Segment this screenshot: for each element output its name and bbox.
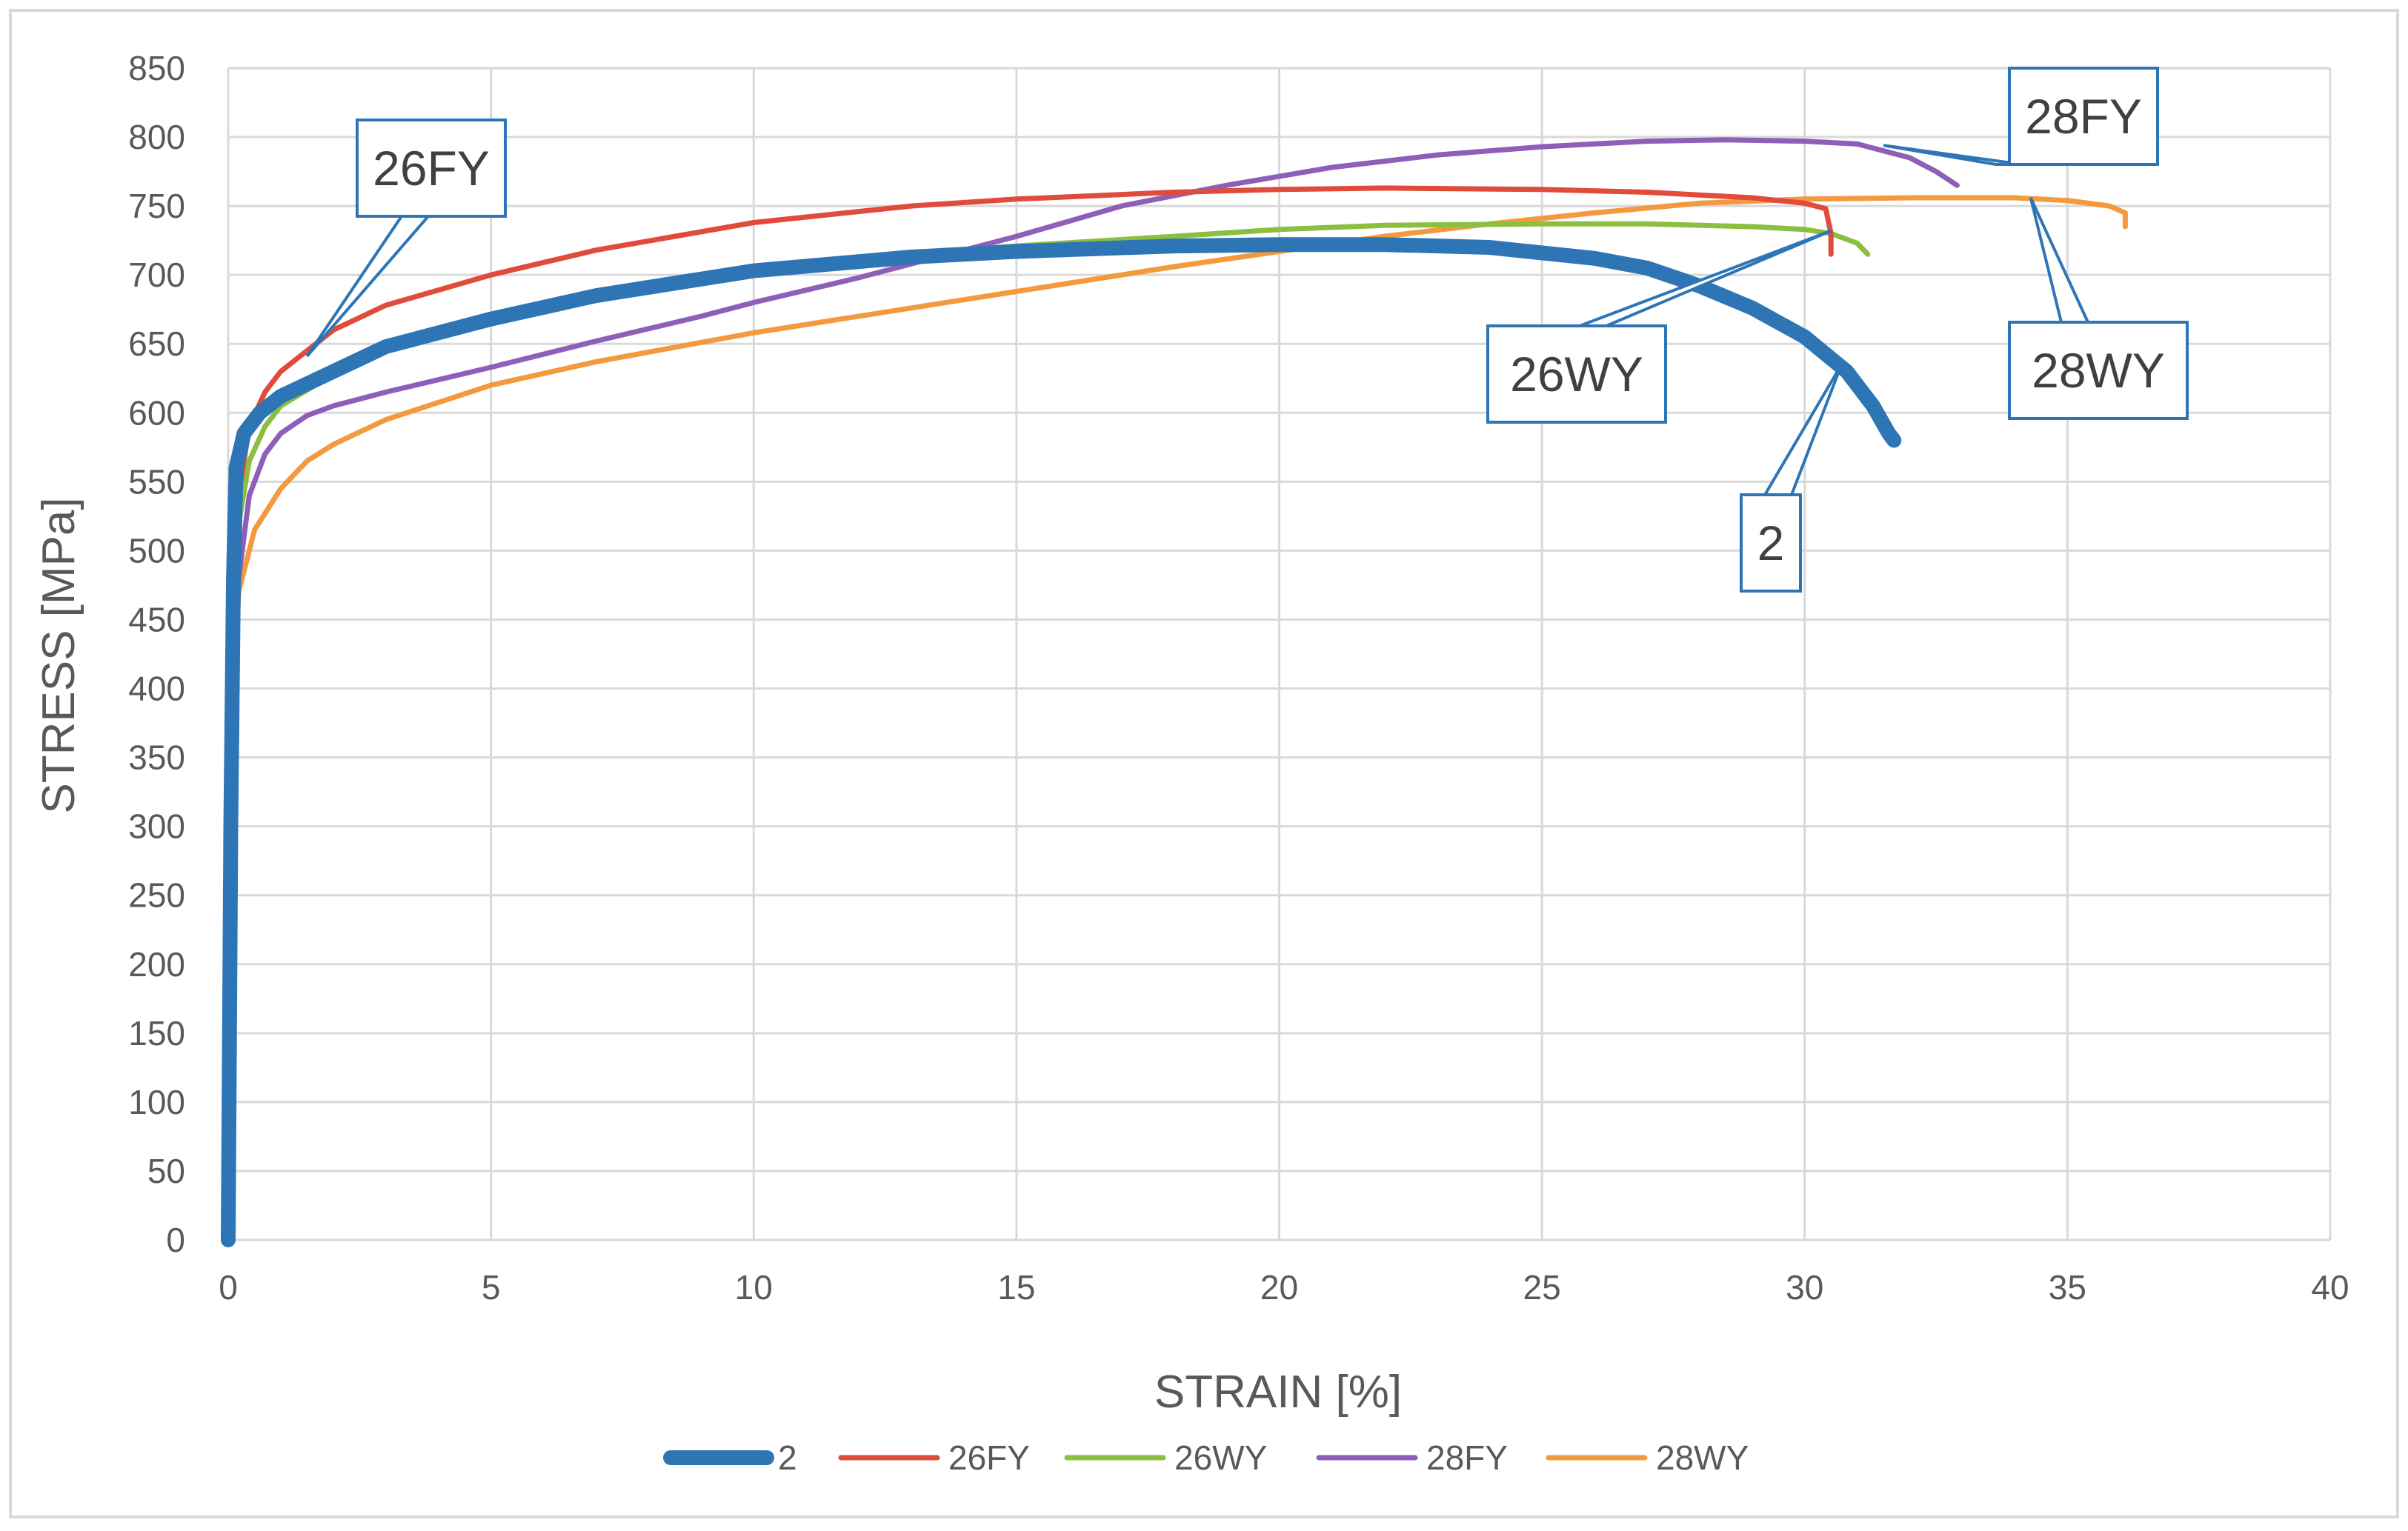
y-tick-label: 650	[128, 324, 185, 363]
y-tick-label: 400	[128, 670, 185, 708]
legend-label: 26WY	[1174, 1438, 1267, 1477]
legend-item-28fy: 28FY	[1316, 1438, 1508, 1477]
x-tick-label: 30	[1786, 1268, 1823, 1307]
y-tick-label: 700	[128, 256, 185, 294]
callout-box	[2008, 67, 2159, 166]
y-tick-label: 150	[128, 1014, 185, 1053]
callout-box	[356, 119, 507, 218]
y-tick-label: 50	[147, 1152, 185, 1190]
callout-box	[1740, 493, 1802, 593]
y-tick-label: 250	[128, 876, 185, 915]
callout-label: 26WY	[1510, 347, 1643, 401]
x-tick-label: 40	[2311, 1268, 2349, 1307]
y-tick-label: 300	[128, 807, 185, 846]
callout-layer: 26FY 28FY 26WY 28WY 2	[305, 67, 2189, 593]
y-tick-label: 100	[128, 1083, 185, 1121]
y-tick-label: 500	[128, 531, 185, 570]
legend-label: 28WY	[1656, 1438, 1749, 1477]
x-tick-label: 15	[997, 1268, 1035, 1307]
callout-box	[2008, 321, 2189, 420]
series-line-2	[221, 237, 1902, 1247]
y-tick-label: 750	[128, 187, 185, 225]
legend-label: 28FY	[1426, 1438, 1508, 1477]
y-tick-label: 600	[128, 393, 185, 432]
y-tick-label: 550	[128, 462, 185, 501]
x-tick-label: 35	[2049, 1268, 2086, 1307]
callout-26fy: 26FY	[305, 119, 507, 358]
y-tick-label: 800	[128, 118, 185, 156]
legend-item-26fy: 26FY	[838, 1438, 1030, 1477]
callout-label: 26FY	[373, 141, 490, 196]
legend-label: 2	[778, 1438, 797, 1477]
callout-26wy: 26WY	[1486, 229, 1832, 424]
callout-2: 2	[1740, 364, 1843, 593]
series-layer	[221, 137, 2128, 1247]
callout-label: 28FY	[2025, 89, 2142, 144]
x-axis-title: STRAIN [%]	[1154, 1367, 1402, 1418]
callout-label: 28WY	[2032, 343, 2165, 398]
legend: 2 26FY 26WY 28FY 28WY	[663, 1438, 1749, 1477]
y-tick-label: 450	[128, 600, 185, 638]
x-tick-label: 5	[482, 1268, 501, 1307]
y-tick-label: 0	[166, 1221, 185, 1259]
callout-28wy: 28WY	[2008, 197, 2189, 420]
y-tick-label: 200	[128, 945, 185, 984]
series-line-28wy	[225, 195, 2128, 1243]
x-tick-label: 10	[735, 1268, 773, 1307]
callout-box	[1486, 324, 1667, 424]
y-tick-labels: 0 50 100 150 200 250 300 350 400 450 500 550 600 650 7…	[128, 49, 185, 1259]
legend-item-28wy: 28WY	[1546, 1438, 1749, 1477]
x-tick-label: 20	[1260, 1268, 1298, 1307]
callout-28fy: 28FY	[1883, 67, 2159, 166]
x-tick-label: 0	[219, 1268, 238, 1307]
callout-label: 2	[1757, 516, 1785, 570]
legend-label: 26FY	[948, 1438, 1030, 1477]
series-line-28fy	[225, 137, 1960, 1243]
y-axis-title: STRESS [MPa]	[33, 497, 84, 813]
y-tick-label: 850	[128, 49, 185, 87]
x-tick-label: 25	[1523, 1268, 1561, 1307]
legend-item-2: 2	[663, 1438, 797, 1477]
y-tick-label: 350	[128, 738, 185, 777]
x-tick-labels: 0 5 10 15 20 25 30 35 40	[219, 1268, 2349, 1307]
legend-item-26wy: 26WY	[1064, 1438, 1267, 1477]
